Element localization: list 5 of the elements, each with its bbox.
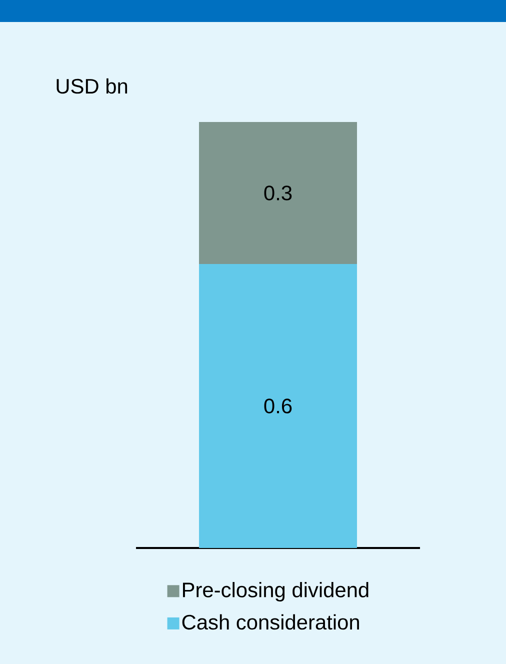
y-axis-title: USD bn	[56, 78, 128, 94]
data-label: 0.3	[264, 186, 292, 200]
legend-label: Cash consideration	[182, 614, 359, 630]
data-label: 0.6	[264, 398, 292, 414]
legend-label: Pre-closing dividend	[183, 582, 368, 602]
